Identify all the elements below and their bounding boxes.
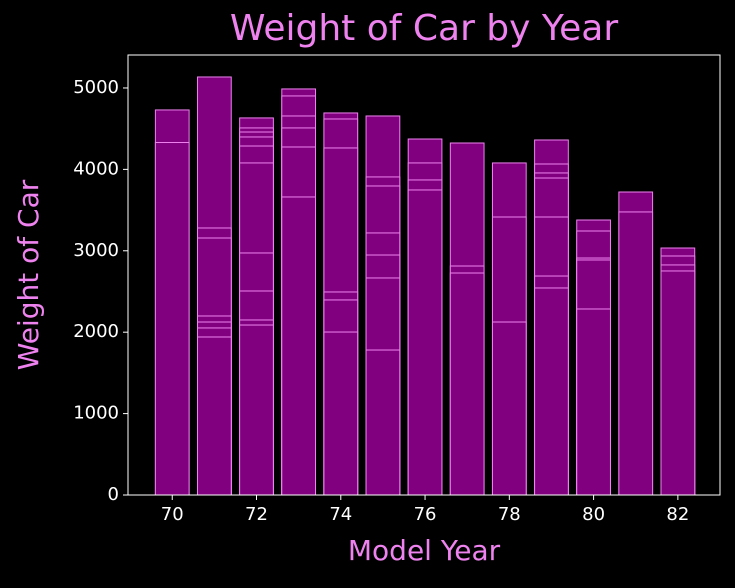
bar bbox=[197, 336, 232, 496]
bar bbox=[365, 349, 401, 496]
bar bbox=[239, 324, 274, 496]
bar bbox=[534, 287, 569, 496]
bar bbox=[491, 321, 527, 496]
x-tick-label: 82 bbox=[666, 504, 689, 525]
bar bbox=[281, 196, 317, 496]
x-axis-label: Model Year bbox=[348, 534, 501, 567]
x-tick-label: 70 bbox=[161, 504, 184, 525]
y-tick-label: 5000 bbox=[73, 77, 119, 98]
y-tick-label: 2000 bbox=[73, 321, 119, 342]
bar bbox=[576, 308, 611, 496]
bar bbox=[449, 272, 485, 496]
chart-title: Weight of Car by Year bbox=[230, 8, 618, 49]
y-tick-label: 3000 bbox=[73, 240, 119, 261]
x-tick-label: 80 bbox=[582, 504, 605, 525]
x-tick-label: 76 bbox=[414, 504, 437, 525]
y-tick-label: 4000 bbox=[73, 158, 119, 179]
y-tick-label: 1000 bbox=[73, 403, 119, 424]
bar bbox=[618, 211, 654, 496]
bar bbox=[407, 189, 443, 496]
x-tick-label: 72 bbox=[245, 504, 268, 525]
x-tick-label: 74 bbox=[329, 504, 352, 525]
plot-frame bbox=[127, 54, 721, 496]
bar bbox=[154, 142, 190, 496]
y-axis-label: Weight of Car bbox=[12, 179, 45, 370]
x-tick-label: 78 bbox=[498, 504, 521, 525]
y-tick-label: 0 bbox=[108, 484, 119, 505]
bar bbox=[660, 270, 696, 496]
bar bbox=[323, 331, 359, 496]
